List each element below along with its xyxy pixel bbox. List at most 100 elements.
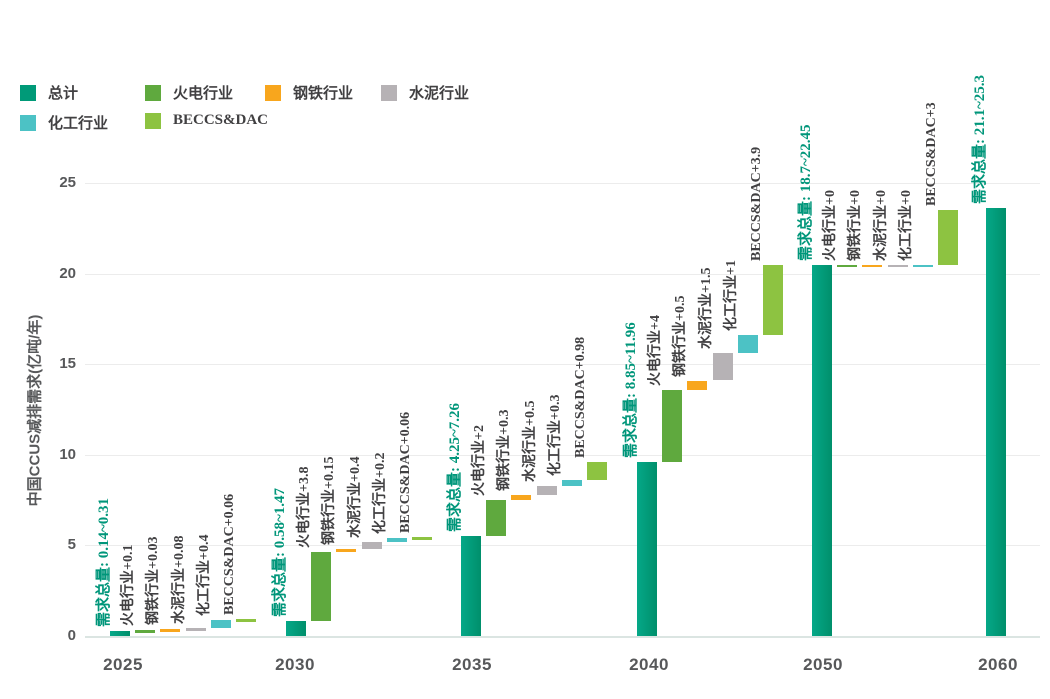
total-label-2025: 需求总量: 0.14~0.31 xyxy=(96,498,112,628)
segment-bar-2050-2 xyxy=(862,264,883,268)
y-tick-label: 20 xyxy=(59,264,76,282)
legend-label: BECCS&DAC xyxy=(173,112,269,128)
legend-item-6: BECCS&DAC xyxy=(145,112,268,129)
segment-label-2035-2: 钢铁行业+0.3 xyxy=(497,409,513,491)
segment-label-2040-2: 钢铁行业+0.5 xyxy=(673,295,689,377)
segment-bar-2050-1 xyxy=(837,264,858,268)
x-tick-label-2060: 2060 xyxy=(978,655,1018,674)
legend-item-4: 水泥行业 xyxy=(381,82,469,103)
legend-swatch-icon xyxy=(145,112,161,129)
total-bar-2040 xyxy=(637,462,657,636)
segment-bar-2025-2 xyxy=(160,629,181,633)
legend-item-5: 化工行业 xyxy=(20,112,108,133)
segment-label-2030-2: 钢铁行业+0.15 xyxy=(322,456,338,546)
segment-label-2025-2: 钢铁行业+0.03 xyxy=(146,536,162,626)
segment-bar-2050-4 xyxy=(912,264,933,268)
total-bar-2035 xyxy=(461,536,481,636)
segment-bar-2035-2 xyxy=(511,494,532,501)
legend-swatch-icon xyxy=(20,84,36,101)
segment-bar-2040-2 xyxy=(687,380,708,390)
legend-swatch-icon xyxy=(265,84,281,101)
legend-item-2: 火电行业 xyxy=(145,82,233,103)
x-axis-line xyxy=(85,636,1040,638)
segment-bar-2040-3 xyxy=(712,353,733,381)
segment-bar-2025-3 xyxy=(185,627,206,631)
segment-label-2035-1: 火电行业+2 xyxy=(472,425,488,497)
segment-label-2050-3: 水泥行业+0 xyxy=(873,189,889,261)
segment-label-2050-1: 火电行业+0 xyxy=(823,189,839,261)
segment-label-2050-5: BECCS&DAC+3 xyxy=(924,102,939,207)
y-tick-label: 10 xyxy=(59,445,76,463)
segment-bar-2035-3 xyxy=(536,485,557,495)
segment-bar-2030-2 xyxy=(336,549,357,553)
legend-label: 钢铁行业 xyxy=(293,86,354,102)
gridline xyxy=(85,364,1040,366)
segment-bar-2050-3 xyxy=(887,264,908,268)
total-bar-2025 xyxy=(110,631,130,636)
y-axis-title: 中国CCUS减排需求(亿吨/年) xyxy=(26,314,44,507)
segment-bar-2025-1 xyxy=(135,629,156,633)
segment-bar-2050-5 xyxy=(938,210,958,265)
segment-label-2050-2: 钢铁行业+0 xyxy=(848,189,864,261)
segment-bar-2030-5 xyxy=(412,537,432,541)
segment-label-2040-5: BECCS&DAC+3.9 xyxy=(749,146,764,261)
segment-label-2025-4: 化工行业+0.4 xyxy=(196,534,212,617)
segment-bar-2035-5 xyxy=(587,462,607,481)
segment-label-2025-3: 水泥行业+0.08 xyxy=(171,535,187,624)
legend-label: 化工行业 xyxy=(48,116,109,132)
segment-label-2035-3: 水泥行业+0.5 xyxy=(522,400,538,482)
segment-bar-2040-1 xyxy=(662,389,683,463)
x-tick-label-2050: 2050 xyxy=(803,655,843,674)
gridline xyxy=(85,545,1040,547)
segment-label-2025-1: 火电行业+0.1 xyxy=(121,544,137,626)
segment-label-2040-3: 水泥行业+1.5 xyxy=(698,267,714,350)
legend-swatch-icon xyxy=(145,84,161,101)
total-label-2035: 需求总量: 4.25~7.26 xyxy=(447,403,463,533)
x-tick-label-2025: 2025 xyxy=(103,655,143,674)
total-label-2050: 需求总量: 18.7~22.45 xyxy=(798,123,814,261)
segment-bar-2030-1 xyxy=(311,551,332,621)
x-tick-label-2040: 2040 xyxy=(629,655,669,674)
segment-bar-2035-4 xyxy=(561,480,582,486)
gridline xyxy=(85,273,1040,275)
segment-bar-2030-4 xyxy=(386,538,407,542)
segment-label-2030-4: 化工行业+0.2 xyxy=(372,452,388,535)
segment-label-2040-4: 化工行业+1 xyxy=(723,260,739,332)
segment-label-2035-5: BECCS&DAC+0.98 xyxy=(573,337,588,459)
segment-label-2030-1: 火电行业+3.8 xyxy=(297,466,313,548)
y-tick-label: 5 xyxy=(67,536,76,554)
x-tick-label-2030: 2030 xyxy=(275,655,315,674)
segment-label-2025-5: BECCS&DAC+0.06 xyxy=(222,494,237,616)
legend-label: 总计 xyxy=(48,86,79,102)
gridline xyxy=(85,183,1040,184)
segment-bar-2035-1 xyxy=(486,500,507,537)
segment-label-2035-4: 化工行业+0.3 xyxy=(547,394,563,477)
gridline xyxy=(85,454,1040,456)
y-tick-label: 0 xyxy=(67,627,76,644)
total-label-2040: 需求总量: 8.85~11.96 xyxy=(623,322,639,459)
segment-bar-2025-5 xyxy=(236,619,256,623)
total-label-2030: 需求总量: 0.58~1.47 xyxy=(272,487,288,617)
segment-bar-2030-3 xyxy=(361,541,382,549)
legend-swatch-icon xyxy=(381,84,397,101)
segment-bar-2040-4 xyxy=(737,335,758,354)
segment-label-2030-5: BECCS&DAC+0.06 xyxy=(398,411,413,534)
legend-swatch-icon xyxy=(20,114,36,131)
legend-label: 水泥行业 xyxy=(409,86,470,102)
legend-item-3: 钢铁行业 xyxy=(265,82,353,103)
legend-item-1: 总计 xyxy=(20,82,78,103)
segment-label-2040-1: 火电行业+4 xyxy=(648,314,664,386)
segment-label-2030-3: 水泥行业+0.4 xyxy=(347,456,363,538)
total-bar-2060 xyxy=(986,208,1006,636)
legend-label: 火电行业 xyxy=(173,86,234,102)
y-tick-label: 15 xyxy=(59,355,76,373)
segment-bar-2025-4 xyxy=(210,620,231,628)
total-bar-2030 xyxy=(286,620,306,636)
total-bar-2050 xyxy=(812,264,832,636)
segment-bar-2040-5 xyxy=(763,264,783,336)
segment-label-2050-4: 化工行业+0 xyxy=(898,189,914,261)
y-tick-label: 25 xyxy=(59,174,76,191)
total-label-2060: 需求总量: 21.1~25.3 xyxy=(972,75,988,205)
x-tick-label-2035: 2035 xyxy=(452,655,492,674)
